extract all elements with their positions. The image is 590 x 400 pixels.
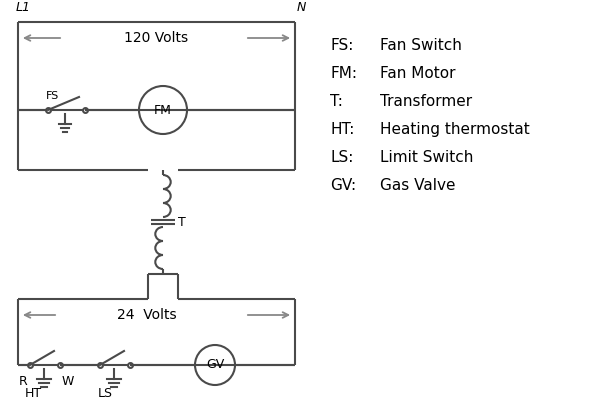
- Text: FM: FM: [154, 104, 172, 116]
- Text: W: W: [62, 375, 74, 388]
- Text: Gas Valve: Gas Valve: [380, 178, 455, 193]
- Text: N: N: [297, 1, 306, 14]
- Text: L1: L1: [16, 1, 31, 14]
- Text: R: R: [19, 375, 28, 388]
- Text: T:: T:: [330, 94, 343, 109]
- Text: LS:: LS:: [330, 150, 353, 165]
- Text: FS: FS: [46, 91, 59, 101]
- Text: Heating thermostat: Heating thermostat: [380, 122, 530, 137]
- Text: LS: LS: [97, 387, 113, 400]
- Text: FM:: FM:: [330, 66, 357, 81]
- Text: FS:: FS:: [330, 38, 353, 53]
- Text: Limit Switch: Limit Switch: [380, 150, 473, 165]
- Text: Transformer: Transformer: [380, 94, 472, 109]
- Text: 24  Volts: 24 Volts: [117, 308, 176, 322]
- Text: HT: HT: [24, 387, 41, 400]
- Text: GV:: GV:: [330, 178, 356, 193]
- Text: Fan Switch: Fan Switch: [380, 38, 462, 53]
- Text: HT:: HT:: [330, 122, 355, 137]
- Text: GV: GV: [206, 358, 224, 372]
- Text: T: T: [178, 216, 186, 228]
- Text: 120 Volts: 120 Volts: [124, 31, 189, 45]
- Text: Fan Motor: Fan Motor: [380, 66, 455, 81]
